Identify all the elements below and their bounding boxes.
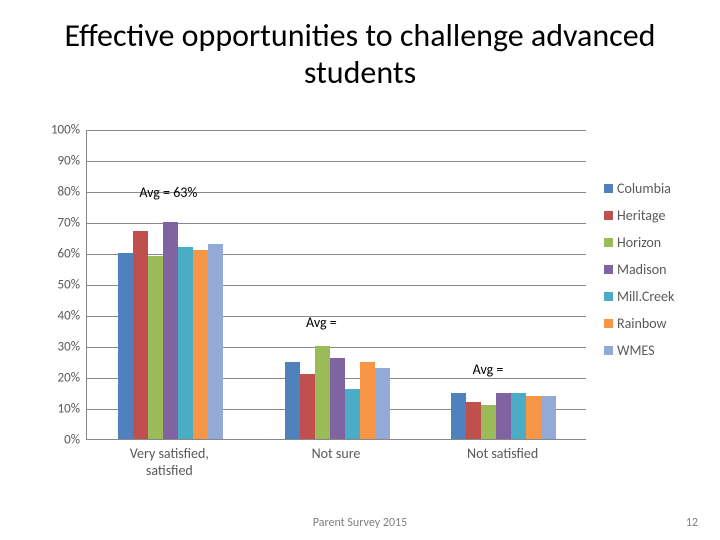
bar bbox=[526, 396, 541, 439]
y-tick-label: 10% bbox=[38, 402, 80, 417]
legend-label: Mill.Creek bbox=[617, 288, 674, 305]
bar bbox=[466, 402, 481, 439]
legend-label: Rainbow bbox=[617, 315, 667, 332]
y-tick-label: 70% bbox=[38, 216, 80, 231]
bar bbox=[208, 244, 223, 439]
y-tick-label: 80% bbox=[38, 185, 80, 200]
footer-text: Parent Survey 2015 bbox=[0, 516, 720, 530]
y-tick-label: 40% bbox=[38, 309, 80, 324]
bar bbox=[285, 362, 300, 440]
x-tick-label: Very satisfied, satisfied bbox=[109, 446, 229, 480]
y-tick-label: 50% bbox=[38, 278, 80, 293]
bar bbox=[300, 374, 315, 439]
legend-swatch bbox=[604, 184, 613, 193]
grid-line bbox=[87, 130, 586, 131]
legend-swatch bbox=[604, 265, 613, 274]
bar bbox=[496, 393, 511, 440]
y-tick-label: 20% bbox=[38, 371, 80, 386]
legend-item: Columbia bbox=[604, 180, 674, 197]
bar bbox=[330, 358, 345, 439]
legend-item: Horizon bbox=[604, 234, 674, 251]
legend: Columbia Heritage Horizon Madison Mill.Creek… bbox=[604, 180, 674, 369]
bar-group bbox=[451, 393, 556, 440]
bar bbox=[451, 393, 466, 440]
y-tick-label: 100% bbox=[38, 123, 80, 138]
y-tick-label: 60% bbox=[38, 247, 80, 262]
bar bbox=[375, 368, 390, 439]
bar bbox=[315, 346, 330, 439]
legend-swatch bbox=[604, 346, 613, 355]
y-tick-label: 0% bbox=[38, 433, 80, 448]
legend-label: Madison bbox=[617, 261, 666, 278]
legend-swatch bbox=[604, 211, 613, 220]
bar bbox=[193, 250, 208, 439]
grid-line bbox=[87, 161, 586, 162]
bar bbox=[481, 405, 496, 439]
legend-swatch bbox=[604, 238, 613, 247]
bar-chart: 0%10%20%30%40%50%60%70%80%90%100% Very s… bbox=[38, 130, 598, 470]
page-title: Effective opportunities to challenge adv… bbox=[0, 0, 720, 104]
x-tick-label: Not sure bbox=[276, 446, 396, 463]
page-number: 12 bbox=[686, 516, 698, 530]
chart-annotation: Avg = bbox=[306, 314, 337, 331]
legend-item: Madison bbox=[604, 261, 674, 278]
chart-annotation: Avg = 63% bbox=[139, 184, 197, 201]
legend-swatch bbox=[604, 319, 613, 328]
bar bbox=[360, 362, 375, 440]
plot-area bbox=[86, 130, 586, 440]
bar bbox=[163, 222, 178, 439]
bar bbox=[133, 231, 148, 439]
legend-item: Rainbow bbox=[604, 315, 674, 332]
bar-group bbox=[285, 346, 390, 439]
legend-label: Horizon bbox=[617, 234, 661, 251]
legend-item: Mill.Creek bbox=[604, 288, 674, 305]
bar bbox=[148, 256, 163, 439]
chart-annotation: Avg = bbox=[473, 361, 504, 378]
legend-label: Heritage bbox=[617, 207, 665, 224]
legend-item: WMES bbox=[604, 342, 674, 359]
legend-label: WMES bbox=[617, 342, 655, 359]
bar bbox=[511, 393, 526, 440]
legend-item: Heritage bbox=[604, 207, 674, 224]
bar bbox=[178, 247, 193, 439]
legend-swatch bbox=[604, 292, 613, 301]
legend-label: Columbia bbox=[617, 180, 671, 197]
y-tick-label: 90% bbox=[38, 154, 80, 169]
bar bbox=[118, 253, 133, 439]
y-tick-label: 30% bbox=[38, 340, 80, 355]
bar bbox=[345, 389, 360, 439]
bar-group bbox=[118, 222, 223, 439]
bar bbox=[541, 396, 556, 439]
x-tick-label: Not satisfied bbox=[443, 446, 563, 463]
